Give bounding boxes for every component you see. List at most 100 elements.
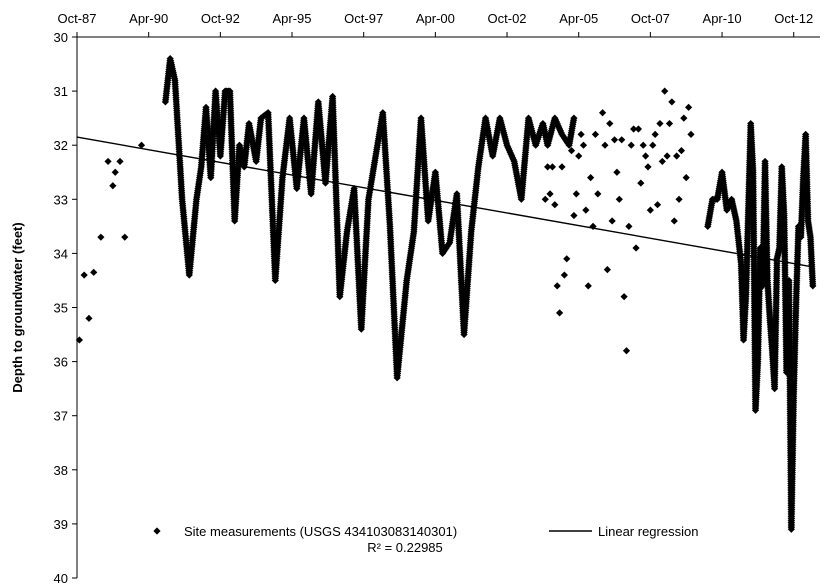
- measurement-point: [809, 282, 817, 290]
- y-tick-label: 40: [54, 571, 68, 586]
- measurement-point: [121, 233, 129, 241]
- measurement-point: [116, 157, 124, 166]
- measurement-point: [646, 206, 654, 214]
- y-tick-label: 30: [54, 30, 68, 45]
- measurement-point: [675, 195, 683, 203]
- y-axis: 30 31 32 33 34 35 36 37 38 39 40: [54, 30, 77, 586]
- measurement-points: [75, 55, 817, 533]
- measurement-point: [651, 130, 659, 138]
- measurement-point: [541, 195, 549, 203]
- measurement-point: [606, 119, 614, 128]
- legend-label-regression: Linear regression: [598, 524, 698, 539]
- measurement-point: [639, 141, 647, 149]
- measurement-point: [572, 190, 580, 198]
- x-tick-label: Apr-95: [273, 11, 312, 26]
- measurement-point: [630, 125, 638, 133]
- measurement-point: [665, 119, 674, 128]
- measurement-point: [668, 98, 676, 106]
- measurement-point: [610, 136, 619, 144]
- x-tick-label: Apr-00: [416, 11, 455, 26]
- legend: Site measurements (USGS 434103083140301)…: [153, 524, 698, 555]
- x-axis: Oct-87 Apr-90 Oct-92 Apr-95 Oct-97 Apr-00 Oct-…: [57, 11, 813, 37]
- measurement-point: [618, 136, 626, 144]
- legend-label-measurements: Site measurements (USGS 434103083140301): [184, 524, 457, 539]
- r-squared-annotation: R² = 0.22985: [367, 540, 443, 555]
- measurement-point: [548, 163, 557, 171]
- measurement-point: [80, 271, 88, 279]
- x-tick-label: Apr-90: [129, 11, 168, 26]
- regression-line: [76, 136, 813, 268]
- measurement-point: [555, 309, 564, 317]
- measurement-point: [558, 163, 566, 171]
- measurement-point: [656, 119, 664, 128]
- measurement-point: [637, 179, 645, 187]
- measurement-point: [608, 217, 616, 225]
- x-tick-label: Oct-02: [488, 11, 527, 26]
- measurement-point: [644, 163, 652, 171]
- measurement-point: [570, 114, 578, 122]
- measurement-point: [111, 168, 119, 176]
- measurement-point: [627, 141, 635, 149]
- y-tick-label: 33: [54, 192, 68, 207]
- measurement-point: [544, 163, 552, 171]
- y-tick-label: 36: [54, 355, 68, 370]
- measurement-point: [594, 190, 602, 198]
- measurement-point: [603, 266, 611, 274]
- measurement-point: [632, 244, 640, 252]
- measurement-point: [577, 130, 585, 138]
- measurement-point: [587, 174, 595, 182]
- measurement-point: [687, 130, 695, 138]
- measurement-point: [137, 141, 146, 149]
- measurement-point: [680, 114, 688, 122]
- measurement-point: [634, 125, 643, 133]
- measurement-point: [622, 347, 631, 355]
- measurement-point: [598, 109, 607, 117]
- measurement-point: [613, 168, 621, 176]
- measurement-point: [579, 141, 588, 149]
- measurement-point: [546, 190, 554, 198]
- y-tick-label: 35: [54, 301, 68, 316]
- measurement-point: [673, 152, 681, 160]
- measurement-point: [570, 211, 578, 220]
- measurement-point: [85, 314, 93, 322]
- measurement-point: [109, 182, 117, 190]
- x-tick-label: Apr-05: [559, 11, 598, 26]
- measurement-point: [563, 255, 571, 263]
- measurement-point: [641, 152, 650, 160]
- x-tick-label: Oct-97: [344, 11, 383, 26]
- x-tick-label: Apr-10: [703, 11, 742, 26]
- measurement-point: [575, 152, 583, 160]
- x-tick-label: Oct-92: [201, 11, 240, 26]
- measurement-point: [104, 157, 112, 166]
- measurement-point: [625, 222, 633, 230]
- measurement-point: [591, 130, 600, 138]
- measurement-point: [682, 174, 690, 182]
- measurement-point: [661, 87, 669, 95]
- y-tick-label: 31: [54, 84, 68, 99]
- measurement-point: [677, 147, 686, 155]
- y-tick-label: 34: [54, 246, 68, 261]
- measurement-point: [670, 217, 678, 225]
- measurement-point: [615, 195, 623, 203]
- measurement-point: [620, 293, 628, 301]
- measurement-point: [653, 201, 662, 209]
- measurement-point: [658, 157, 666, 166]
- x-tick-label: Oct-07: [631, 11, 670, 26]
- measurement-point: [685, 103, 693, 111]
- measurement-point: [601, 141, 609, 149]
- measurement-point: [567, 147, 576, 155]
- measurement-point: [663, 152, 671, 160]
- y-tick-label: 39: [54, 517, 68, 532]
- y-tick-label: 37: [54, 409, 68, 424]
- y-axis-title: Depth to groundwater (feet): [10, 222, 25, 392]
- measurement-point: [560, 271, 568, 279]
- legend-marker-measurements: [153, 527, 161, 535]
- measurement-point: [551, 201, 559, 209]
- y-tick-label: 38: [54, 463, 68, 478]
- measurement-point: [75, 336, 83, 344]
- x-tick-label: Oct-87: [57, 11, 96, 26]
- measurement-point: [90, 268, 98, 276]
- measurement-point: [649, 141, 657, 149]
- measurement-point: [582, 206, 590, 214]
